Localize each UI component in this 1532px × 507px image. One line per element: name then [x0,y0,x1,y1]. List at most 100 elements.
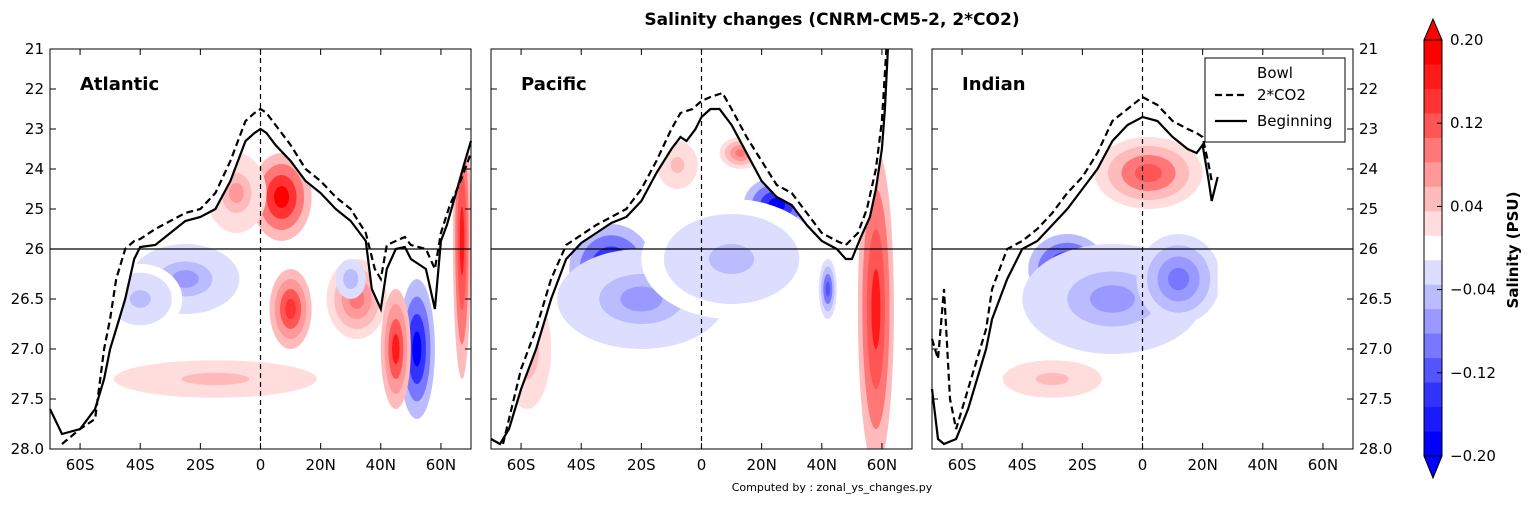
colorbar-swatch [1424,309,1442,335]
x-tick-label: 20S [186,456,215,474]
x-tick-label: 60N [426,456,456,474]
surface-mask [50,49,471,434]
y-tick-label-left: 27.5 [11,390,44,408]
bowl-line-beginning [930,115,1219,446]
x-tick-label: 60S [948,456,977,474]
colorbar-swatch [1424,162,1442,188]
legend-box [1204,57,1346,143]
x-tick-label: 40S [1008,456,1037,474]
colorbar-tick-label: −0.20 [1450,447,1496,465]
salinity-patch-1-3 [1089,285,1135,313]
bowl-line-co2 [501,48,888,445]
legend-title: Bowl [1257,64,1293,82]
y-tick-label-right: 26 [1359,240,1378,258]
x-tick-label: 0 [256,456,266,474]
panel-label: Indian [962,74,1026,95]
colorbar-swatch [1424,137,1442,163]
y-tick-label-left: 28.0 [11,440,44,458]
x-tick-label: 0 [697,456,707,474]
panel-pacific: Pacific 60S 40S 20S 0 20N 40N 60N [490,48,913,474]
colorbar-tick-label: 0.04 [1450,197,1483,215]
y-tick-label-left: 24 [25,160,44,178]
salinity-patch-5-3 [670,157,685,173]
salinity-patch-2-3 [1168,267,1190,291]
colorbar-swatch [1424,235,1442,261]
y-tick-label-right: 28.0 [1359,440,1392,458]
y-tick-label-left: 25 [25,200,44,218]
colorbar-label: Salinity (PSU) [1504,192,1522,309]
x-tick-label: 60N [867,456,897,474]
colorbar-swatch [1424,407,1442,433]
colorbar-swatch [1424,333,1442,359]
x-tick-label: 20S [1068,456,1097,474]
colorbar-swatch [1424,284,1442,310]
colorbar-extend-max [1423,17,1443,41]
x-tick-label: 60N [1308,456,1338,474]
y-tick-label-left: 27.0 [11,340,44,358]
x-tick-label: 20N [305,456,335,474]
salinity-patch-6-3 [346,274,355,284]
y-tick-label-right: 26.5 [1359,290,1392,308]
salinity-field [491,49,894,449]
y-tick-label-left: 21 [25,40,44,58]
panel-label: Atlantic [80,74,159,95]
colorbar-extend-min [1423,455,1443,480]
y-tick-label-right: 22 [1359,80,1378,98]
y-tick-label-left: 22 [25,80,44,98]
bowl-line-co2 [61,107,473,445]
legend-entry: 2*CO2 [1257,86,1306,104]
y-tick-label-right: 21 [1359,40,1378,58]
surface-mask [491,49,888,444]
y-tick-label-right: 27.5 [1359,390,1392,408]
panel-atlantic: Atlantic 60S 40S 20S 0 20N 40N 60N 21 22 23 24 25 26 2… [11,40,473,474]
x-tick-label: 60S [66,456,95,474]
x-tick-label: 40N [1248,456,1278,474]
colorbar: 0.20 0.12 0.04 −0.04 −0.12 −0.20 Salinity (PSU… [1423,17,1522,480]
salinity-patch-10-3 [181,372,250,386]
x-tick-label: 20S [627,456,656,474]
surface-mask [932,49,1218,444]
salinity-patch-3-3 [1134,164,1163,182]
bowl-line-co2 [930,95,1213,430]
figure-title: Salinity changes (CNRM-CM5-2, 2*CO2) [644,10,1019,30]
colorbar-swatch [1424,186,1442,212]
colorbar-tick-label: 0.12 [1450,114,1483,132]
colorbar-frame [1423,39,1443,457]
colorbar-swatch [1424,88,1442,114]
y-tick-label-right: 27.0 [1359,340,1392,358]
x-tick-label: 0 [1138,456,1148,474]
salinity-patch-3-3 [171,270,199,288]
colorbar-swatch [1424,64,1442,90]
colorbar-tick-label: 0.20 [1450,31,1483,49]
salinity-patch-8-3 [392,334,400,364]
bowl-line-beginning [490,48,889,446]
salinity-patch-7-3 [412,331,422,367]
legend-entry: Beginning [1257,112,1332,130]
salinity-patch-6-3 [871,269,881,349]
y-tick-label-right: 23 [1359,120,1378,138]
salinity-patch-2-3 [228,183,244,203]
colorbar-swatch [1424,211,1442,237]
colorbar-swatch [1424,358,1442,384]
colorbar-tick-label: −0.04 [1450,281,1496,299]
x-tick-label: 20N [746,456,776,474]
colorbar-swatch [1424,113,1442,139]
x-tick-label: 20N [1187,456,1217,474]
legend: Bowl 2*CO2 Beginning [1204,57,1346,143]
y-tick-label-right: 24 [1359,160,1378,178]
salinity-patch-4-3 [735,149,746,157]
panels: Atlantic 60S 40S 20S 0 20N 40N 60N 21 22 23 24 25 26 2… [11,40,1393,474]
colorbar-swatch [1424,260,1442,286]
salinity-patch-4-3 [1035,372,1069,386]
footer-credit: Computed by : zonal_ys_changes.py [732,481,933,494]
y-tick-label-left: 26.5 [11,290,44,308]
x-tick-label: 40S [126,456,155,474]
x-tick-label: 40S [567,456,596,474]
salinity-patch-9-3 [459,206,465,276]
colorbar-swatch [1424,431,1442,457]
colorbar-tick-label: −0.12 [1450,364,1496,382]
x-tick-label: 60S [507,456,536,474]
salinity-patch-1-3 [620,286,663,312]
salinity-field [50,49,471,434]
